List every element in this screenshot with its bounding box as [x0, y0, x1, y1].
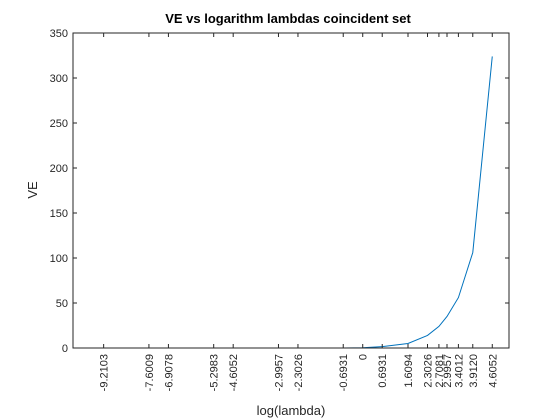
plot-area: 0 50 100 150 200 250 300 350 -9.2103 -7.6009 -6.9… — [50, 28, 510, 391]
x-tick-label: -5.2983 — [209, 354, 221, 391]
x-tick-label: -2.9957 — [273, 354, 285, 391]
x-axis-label: log(lambda) — [257, 403, 326, 418]
x-tick-label: 0 — [358, 354, 370, 360]
x-tick-label: 3.4012 — [453, 354, 465, 388]
x-tick-label: -2.3026 — [293, 354, 305, 391]
x-axis-ticks: -9.2103 -7.6009 -6.9078 -5.2983 -4.6052 -2.99… — [99, 33, 499, 391]
x-tick-label: 1.6094 — [403, 354, 415, 388]
y-tick-label: 150 — [50, 208, 68, 220]
x-tick-label: 3.9120 — [468, 354, 480, 388]
y-axis-label: VE — [25, 181, 40, 199]
y-tick-label: 300 — [50, 73, 68, 85]
x-tick-label: -4.6052 — [228, 354, 240, 391]
y-axis-ticks: 0 50 100 150 200 250 300 350 — [50, 28, 509, 355]
x-tick-label: 2.3026 — [422, 354, 434, 388]
x-tick-label: -9.2103 — [99, 354, 111, 391]
y-tick-label: 200 — [50, 163, 68, 175]
x-tick-label: -7.6009 — [144, 354, 156, 391]
x-tick-label: -0.6931 — [338, 354, 350, 391]
chart-title: VE vs logarithm lambdas coincident set — [165, 11, 411, 26]
x-tick-label: 2.9957 — [442, 354, 454, 388]
axes-box — [72, 32, 510, 349]
y-tick-label: 250 — [50, 118, 68, 130]
x-tick-label: 4.6052 — [487, 354, 499, 388]
y-tick-label: 0 — [62, 343, 68, 355]
x-tick-label: -6.9078 — [163, 354, 175, 391]
y-tick-label: 350 — [50, 28, 68, 40]
x-tick-label: 2.7081 — [434, 354, 446, 388]
axes-background — [73, 33, 509, 348]
y-tick-label: 50 — [56, 298, 68, 310]
y-tick-label: 100 — [50, 253, 68, 265]
x-tick-label: 0.6931 — [377, 354, 389, 388]
